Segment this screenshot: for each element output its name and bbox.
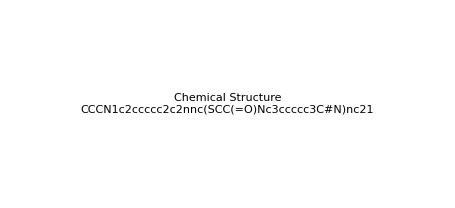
- Text: Chemical Structure
CCCN1c2ccccc2c2nnc(SCC(=O)Nc3ccccc3C#N)nc21: Chemical Structure CCCN1c2ccccc2c2nnc(SC…: [81, 93, 374, 115]
